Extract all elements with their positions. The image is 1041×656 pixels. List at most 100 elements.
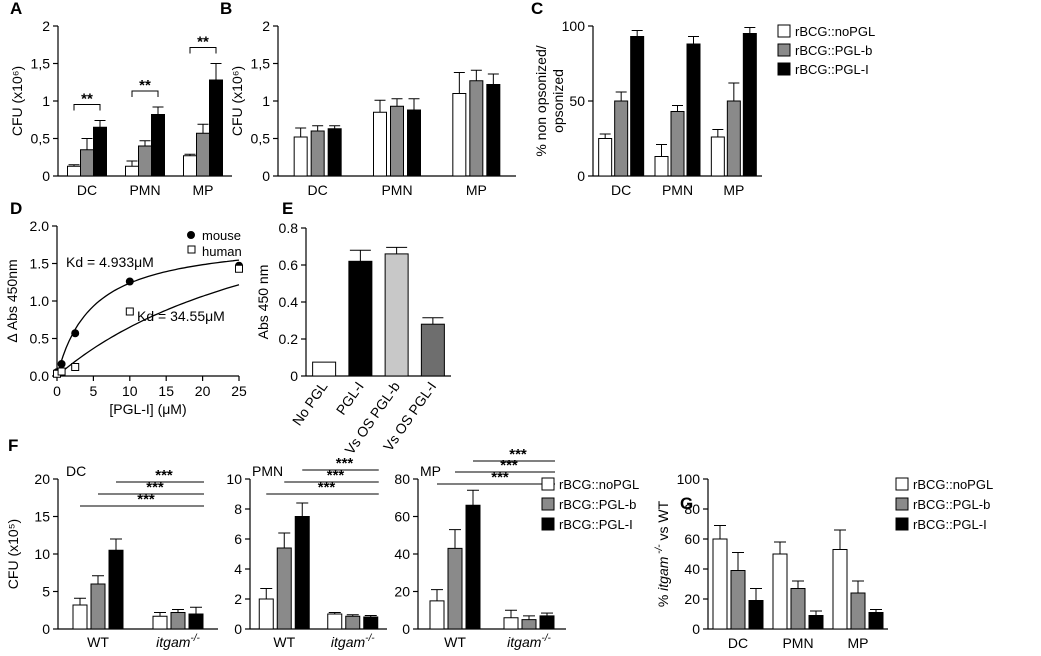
y-tick-label: 10 — [226, 471, 242, 487]
panel-c: C 0 50 100 DC PMN MP % non opsonized/opsonized r… — [531, 0, 875, 198]
significance-stars: *** — [146, 479, 164, 496]
y-tick-label: 20 — [684, 591, 700, 607]
bar-rbcgpglb — [390, 105, 404, 177]
bar-rbcgnopgl — [373, 111, 387, 177]
significance-stars: *** — [491, 469, 509, 486]
x-tick-label-main: itgam — [507, 634, 542, 650]
legend-swatch — [541, 497, 555, 511]
x-tick-label: DC — [308, 182, 328, 198]
x-tick-label: MP — [193, 182, 214, 198]
x-tick-label: MP — [848, 635, 869, 651]
significance-bracket — [73, 104, 101, 111]
legend-entry: rBCG::PGL-I — [559, 517, 633, 532]
y-tick-label: 40 — [394, 546, 410, 562]
significance-bracket — [131, 90, 159, 97]
y-tick-label: 2.0 — [30, 218, 50, 234]
x-tick-label: itgam-/- — [156, 633, 200, 650]
bar-rbcgpgli — [486, 84, 501, 177]
y-tick-label: 50 — [569, 93, 585, 109]
y-tick-label: 2 — [262, 18, 270, 34]
panel-a: A 0 0,5 1 1,5 2 DC PMN MP CFU (x10⁶) ** ** ** — [9, 0, 232, 198]
legend-entry: human — [202, 244, 242, 259]
bar-rbcgpglb — [850, 592, 866, 630]
y-tick-label: 15 — [34, 509, 50, 525]
bar-rbcgpglb — [80, 149, 94, 177]
x-tick-label: WT — [87, 634, 109, 650]
x-tick-label: 10 — [122, 383, 138, 399]
panel-label: A — [10, 0, 22, 18]
bar — [384, 253, 409, 377]
point-mouse — [125, 277, 134, 286]
x-tick-label: PMN — [129, 182, 160, 198]
x-tick-label-sup: -/- — [541, 633, 551, 644]
x-tick-label: PMN — [381, 182, 412, 198]
bar-rbcgpglb — [521, 619, 537, 630]
y-tick-label: 0.5 — [30, 331, 50, 347]
fit-curve-human — [56, 284, 240, 377]
y-tick-label: 0.2 — [279, 331, 299, 347]
bar-rbcgnopgl — [832, 549, 848, 630]
y-axis-label: Abs 450 nm — [255, 265, 271, 340]
bar-rbcgpgli — [742, 33, 757, 177]
significance-bracket — [189, 47, 217, 54]
bar-rbcgnopgl — [67, 165, 81, 177]
bar-rbcgnopgl — [654, 156, 669, 177]
x-tick-label: 0 — [53, 383, 61, 399]
point-mouse — [57, 360, 66, 368]
significance-stars: ** — [81, 91, 93, 108]
bar-rbcgnopgl — [125, 165, 139, 177]
bar-rbcgpgli — [748, 600, 764, 630]
y-axis-label: CFU (x10⁶) — [9, 66, 25, 136]
bar-rbcgpglb — [138, 145, 152, 177]
y-tick-label: 0 — [42, 621, 50, 637]
legend-entry: rBCG::noPGL — [795, 24, 875, 39]
significance-stars: *** — [137, 491, 155, 508]
x-tick-label: DC — [77, 182, 97, 198]
y-tick-label: 20 — [34, 471, 50, 487]
y-axis-label-line: opsonized — [550, 69, 566, 133]
y-tick-label: 60 — [394, 509, 410, 525]
y-tick-label: 0.6 — [279, 257, 299, 273]
x-tick-label: WT — [273, 634, 295, 650]
y-tick-label: 2 — [234, 591, 242, 607]
y-tick-label: 1 — [42, 93, 50, 109]
bar-rbcgpglb — [447, 547, 463, 630]
x-tick-label-main: WT — [444, 634, 466, 650]
legend-marker-human — [187, 245, 196, 254]
bar-rbcgpglb — [614, 100, 629, 177]
y-axis-label-part: % — [655, 591, 671, 607]
y-tick-label: 10 — [34, 546, 50, 562]
bar-rbcgpgli — [363, 616, 379, 630]
x-tick-label: DC — [611, 182, 631, 198]
y-axis-label: % itgam -/- vs WT — [654, 500, 671, 607]
significance-stars: *** — [336, 455, 354, 472]
legend-entry: rBCG::PGL-I — [795, 62, 869, 77]
significance-stars: ** — [139, 77, 151, 94]
y-tick-label: 80 — [684, 501, 700, 517]
x-tick-label: itgam-/- — [331, 633, 375, 650]
y-tick-label: 1,5 — [31, 56, 51, 72]
significance-stars: ** — [197, 34, 209, 51]
legend-entry: rBCG::noPGL — [559, 477, 639, 492]
legend-swatch — [895, 477, 909, 491]
bar-rbcgpglb — [170, 612, 186, 630]
y-tick-label: 1,5 — [251, 56, 271, 72]
x-axis-label: [PGL-I] (μM) — [109, 401, 186, 417]
y-tick-label: 0 — [577, 168, 585, 184]
bar-rbcgpgli — [188, 613, 204, 630]
panel-b: B 0 0,5 1 1,5 2 DC PMN MP CFU (x10⁶) — [220, 0, 516, 198]
legend-entry: mouse — [202, 228, 241, 243]
bar-rbcgnopgl — [429, 600, 445, 630]
bar-rbcgpglb — [469, 80, 484, 177]
significance-stars: *** — [327, 467, 345, 484]
bar-rbcgnopgl — [183, 155, 197, 177]
legend-swatch — [777, 24, 791, 38]
panel-label: E — [282, 199, 293, 218]
bar-rbcgnopgl — [598, 138, 613, 177]
panel-label: F — [8, 436, 18, 455]
bar-rbcgnopgl — [452, 93, 467, 177]
x-tick-label: MP — [466, 182, 487, 198]
point-human — [235, 264, 243, 273]
